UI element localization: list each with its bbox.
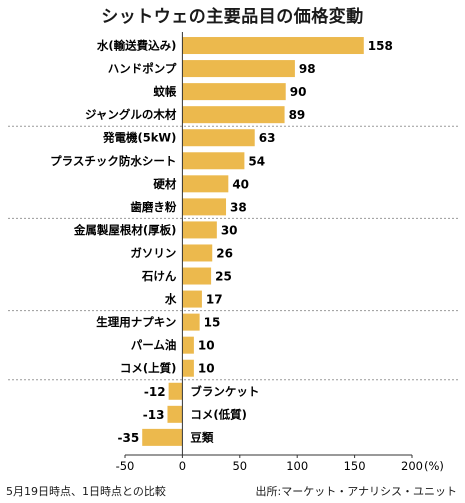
bar [182, 336, 194, 354]
category-label: 金属製屋根材(厚板) [73, 223, 177, 237]
bar [182, 198, 227, 216]
value-label: 10 [198, 339, 215, 353]
bar [167, 405, 183, 423]
category-label: プラスチック防水シート [50, 154, 176, 168]
bar [182, 60, 295, 78]
category-label: 歯磨き粉 [130, 200, 176, 214]
category-label: 水 [165, 292, 177, 306]
value-label: 10 [198, 362, 215, 376]
chart-title: シットウェの主要品目の価格変動 [101, 7, 364, 27]
value-label: 54 [248, 154, 265, 168]
category-label: 生理用ナプキン [96, 315, 176, 329]
x-tick-label: 50 [232, 459, 247, 473]
x-tick-label: 100 [286, 459, 308, 473]
bar [182, 37, 364, 55]
bar [182, 152, 245, 170]
bar [182, 175, 229, 193]
bar [142, 428, 183, 446]
value-label: -12 [144, 385, 166, 399]
bar [182, 129, 255, 147]
value-label: 40 [232, 177, 249, 191]
category-label: 石けん [141, 269, 177, 283]
value-label: 158 [368, 39, 393, 53]
bar [168, 382, 183, 400]
category-label: パーム油 [131, 338, 177, 352]
category-label: 水(輸送費込み) [97, 39, 177, 53]
category-label: ハンドポンプ [108, 62, 177, 76]
bar [182, 83, 286, 101]
category-label: コメ(低質) [190, 407, 247, 421]
value-label: 90 [290, 85, 307, 99]
value-label: 63 [259, 131, 276, 145]
value-label: 15 [204, 316, 221, 330]
category-label: 硬材 [153, 177, 176, 191]
bar [182, 359, 194, 377]
value-label: 30 [221, 223, 238, 237]
x-tick-label: 0 [179, 459, 186, 473]
value-label: -13 [143, 408, 165, 422]
bar [182, 106, 285, 124]
source-note: 出所:マーケット・アナリシス・ユニット [255, 485, 458, 498]
category-label: 豆類 [190, 430, 213, 444]
footnote: 5月19日時点、1日時点との比較 [6, 485, 166, 498]
category-label: ガソリン [130, 246, 176, 260]
x-unit-label: (%) [424, 459, 444, 473]
bar [182, 290, 202, 308]
value-label: 26 [216, 246, 233, 260]
x-tick-label: 200 [401, 459, 423, 473]
category-label: ブランケット [190, 384, 259, 398]
value-label: -35 [118, 431, 140, 445]
category-label: 発電機(5kW) [102, 131, 176, 145]
bar [182, 244, 213, 262]
value-label: 89 [289, 108, 306, 122]
value-label: 98 [299, 62, 316, 76]
x-tick-label: -50 [116, 459, 135, 473]
value-label: 38 [230, 200, 247, 214]
x-tick-label: 150 [344, 459, 366, 473]
value-label: 17 [206, 293, 223, 307]
category-label: コメ(上質) [120, 361, 177, 375]
bar [182, 221, 217, 239]
value-label: 25 [215, 270, 232, 284]
bar [182, 313, 200, 331]
bar [182, 267, 212, 285]
category-label: ジャングルの木材 [85, 108, 177, 122]
category-label: 蚊帳 [153, 85, 176, 99]
